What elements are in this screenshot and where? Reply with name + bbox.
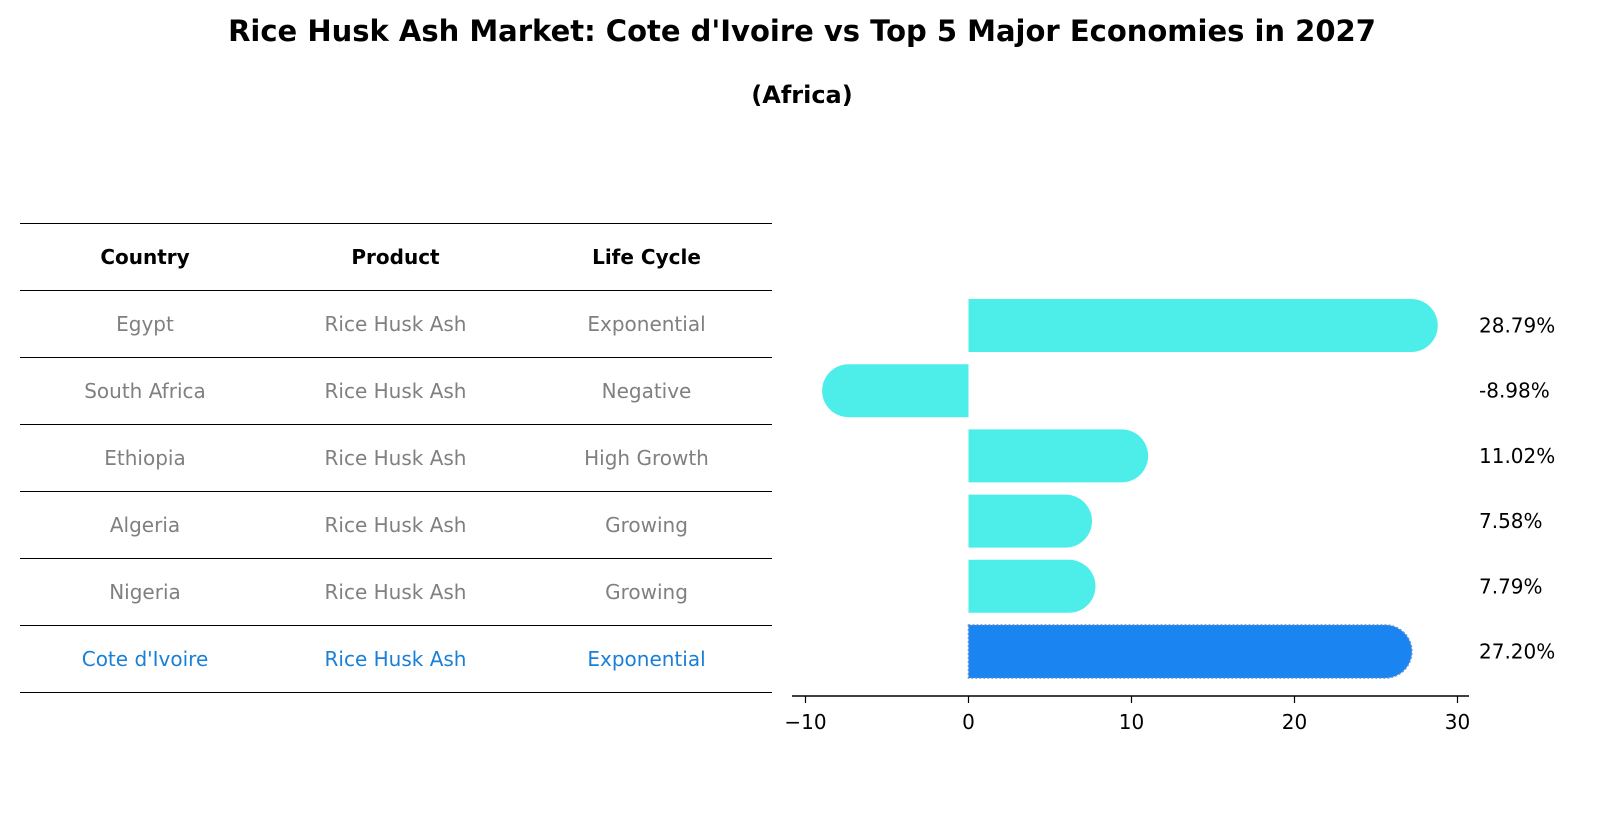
bar-algeria <box>968 494 1093 548</box>
x-tick-label: 30 <box>1445 710 1470 734</box>
data-label: 28.79% <box>1479 314 1555 338</box>
data-label: 7.79% <box>1479 574 1543 598</box>
cell-life-cycle: Growing <box>521 491 772 559</box>
table-row: Egypt Rice Husk Ash Exponential <box>20 290 772 358</box>
table-header-row: Country Product Life Cycle <box>20 223 772 291</box>
cell-product: Rice Husk Ash <box>270 625 521 693</box>
bar-ethiopia <box>968 429 1149 483</box>
cell-country: South Africa <box>20 357 270 425</box>
cell-country: Nigeria <box>20 558 270 626</box>
bar-egypt <box>968 299 1438 352</box>
header-life-cycle: Life Cycle <box>521 223 772 291</box>
cell-product: Rice Husk Ash <box>270 424 521 492</box>
cell-life-cycle: Exponential <box>521 625 772 693</box>
cell-life-cycle: Growing <box>521 558 772 626</box>
cell-product: Rice Husk Ash <box>270 357 521 425</box>
header-country: Country <box>20 223 270 291</box>
table-row-highlight: Cote d'Ivoire Rice Husk Ash Exponential <box>20 625 772 693</box>
bar-nigeria <box>968 559 1096 613</box>
cell-product: Rice Husk Ash <box>270 558 521 626</box>
cell-life-cycle: High Growth <box>521 424 772 492</box>
chart-title: Rice Husk Ash Market: Cote d'Ivoire vs T… <box>228 14 1376 48</box>
data-label: 11.02% <box>1479 444 1555 468</box>
chart-subtitle: (Africa) <box>751 81 853 109</box>
cell-product: Rice Husk Ash <box>270 290 521 358</box>
x-tick-label: 0 <box>962 710 975 734</box>
x-tick-label: 10 <box>1119 710 1144 734</box>
table-row: Ethiopia Rice Husk Ash High Growth <box>20 424 772 492</box>
cell-country: Egypt <box>20 290 270 358</box>
bar-cote-d-ivoire <box>967 624 1413 679</box>
cell-country: Cote d'Ivoire <box>20 625 270 693</box>
data-label: 27.20% <box>1479 640 1555 664</box>
data-label: 7.58% <box>1479 509 1543 533</box>
cell-country: Ethiopia <box>20 424 270 492</box>
life-cycle-table: Country Product Life Cycle Egypt Rice Hu… <box>20 223 772 693</box>
x-tick-label: −10 <box>784 710 826 734</box>
header-product: Product <box>270 223 521 291</box>
x-tick-label: 20 <box>1282 710 1307 734</box>
data-label: -8.98% <box>1479 379 1550 403</box>
bar-south-africa <box>822 364 969 418</box>
table-row: South Africa Rice Husk Ash Negative <box>20 357 772 425</box>
table-row: Nigeria Rice Husk Ash Growing <box>20 558 772 626</box>
cell-life-cycle: Negative <box>521 357 772 425</box>
table-row: Algeria Rice Husk Ash Growing <box>20 491 772 559</box>
cell-life-cycle: Exponential <box>521 290 772 358</box>
cell-country: Algeria <box>20 491 270 559</box>
cell-product: Rice Husk Ash <box>270 491 521 559</box>
